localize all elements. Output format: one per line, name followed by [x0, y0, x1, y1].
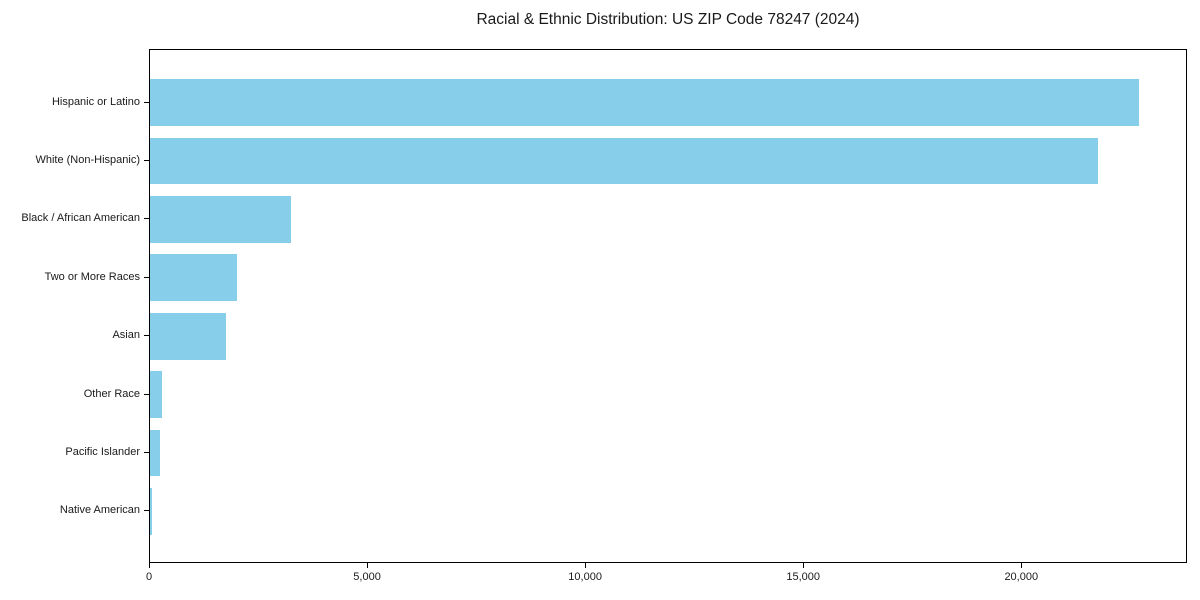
y-tick-label: White (Non-Hispanic) [35, 153, 140, 166]
y-tick-mark [144, 452, 149, 454]
x-tick-label: 5,000 [353, 571, 381, 583]
y-tick-mark [144, 510, 149, 512]
x-tick-mark [149, 563, 150, 568]
y-tick-mark [144, 101, 149, 103]
y-tick-mark [144, 218, 149, 220]
bar-asian [150, 312, 227, 360]
y-tick-label: Hispanic or Latino [51, 95, 140, 108]
bar-hispanic-or-latino [150, 79, 1139, 126]
x-tick-label: 0 [145, 571, 153, 583]
y-tick-label: Pacific Islander [65, 446, 140, 459]
y-tick-label: Asian [112, 329, 140, 342]
x-tick-mark [1021, 563, 1023, 568]
y-tick-label: Other Race [83, 387, 140, 400]
chart-title: Racial & Ethnic Distribution: US ZIP Cod… [476, 11, 860, 28]
y-tick-mark [144, 276, 149, 278]
y-tick-mark [144, 335, 149, 337]
x-tick-label: 15,000 [786, 571, 821, 583]
x-tick-mark [803, 563, 805, 568]
y-tick-label: Native American [59, 504, 140, 517]
x-tick-label: 10,000 [568, 571, 602, 583]
bar-white-non-hispanic [150, 137, 1099, 185]
x-tick-label: 20,000 [1004, 571, 1039, 583]
y-tick-mark [144, 393, 149, 395]
bar-native-american [150, 488, 152, 535]
bar-other-race [150, 371, 162, 418]
y-tick-label: Two or More Races [44, 270, 140, 283]
x-tick-mark [367, 563, 369, 568]
bar-two-or-more-races [150, 254, 238, 302]
y-tick-label: Black / African American [21, 212, 140, 225]
bar-black-african-american [150, 196, 292, 243]
bar-pacific-islander [150, 429, 161, 477]
plot-area [149, 49, 1187, 563]
x-tick-mark [585, 563, 587, 568]
y-tick-mark [144, 159, 149, 161]
